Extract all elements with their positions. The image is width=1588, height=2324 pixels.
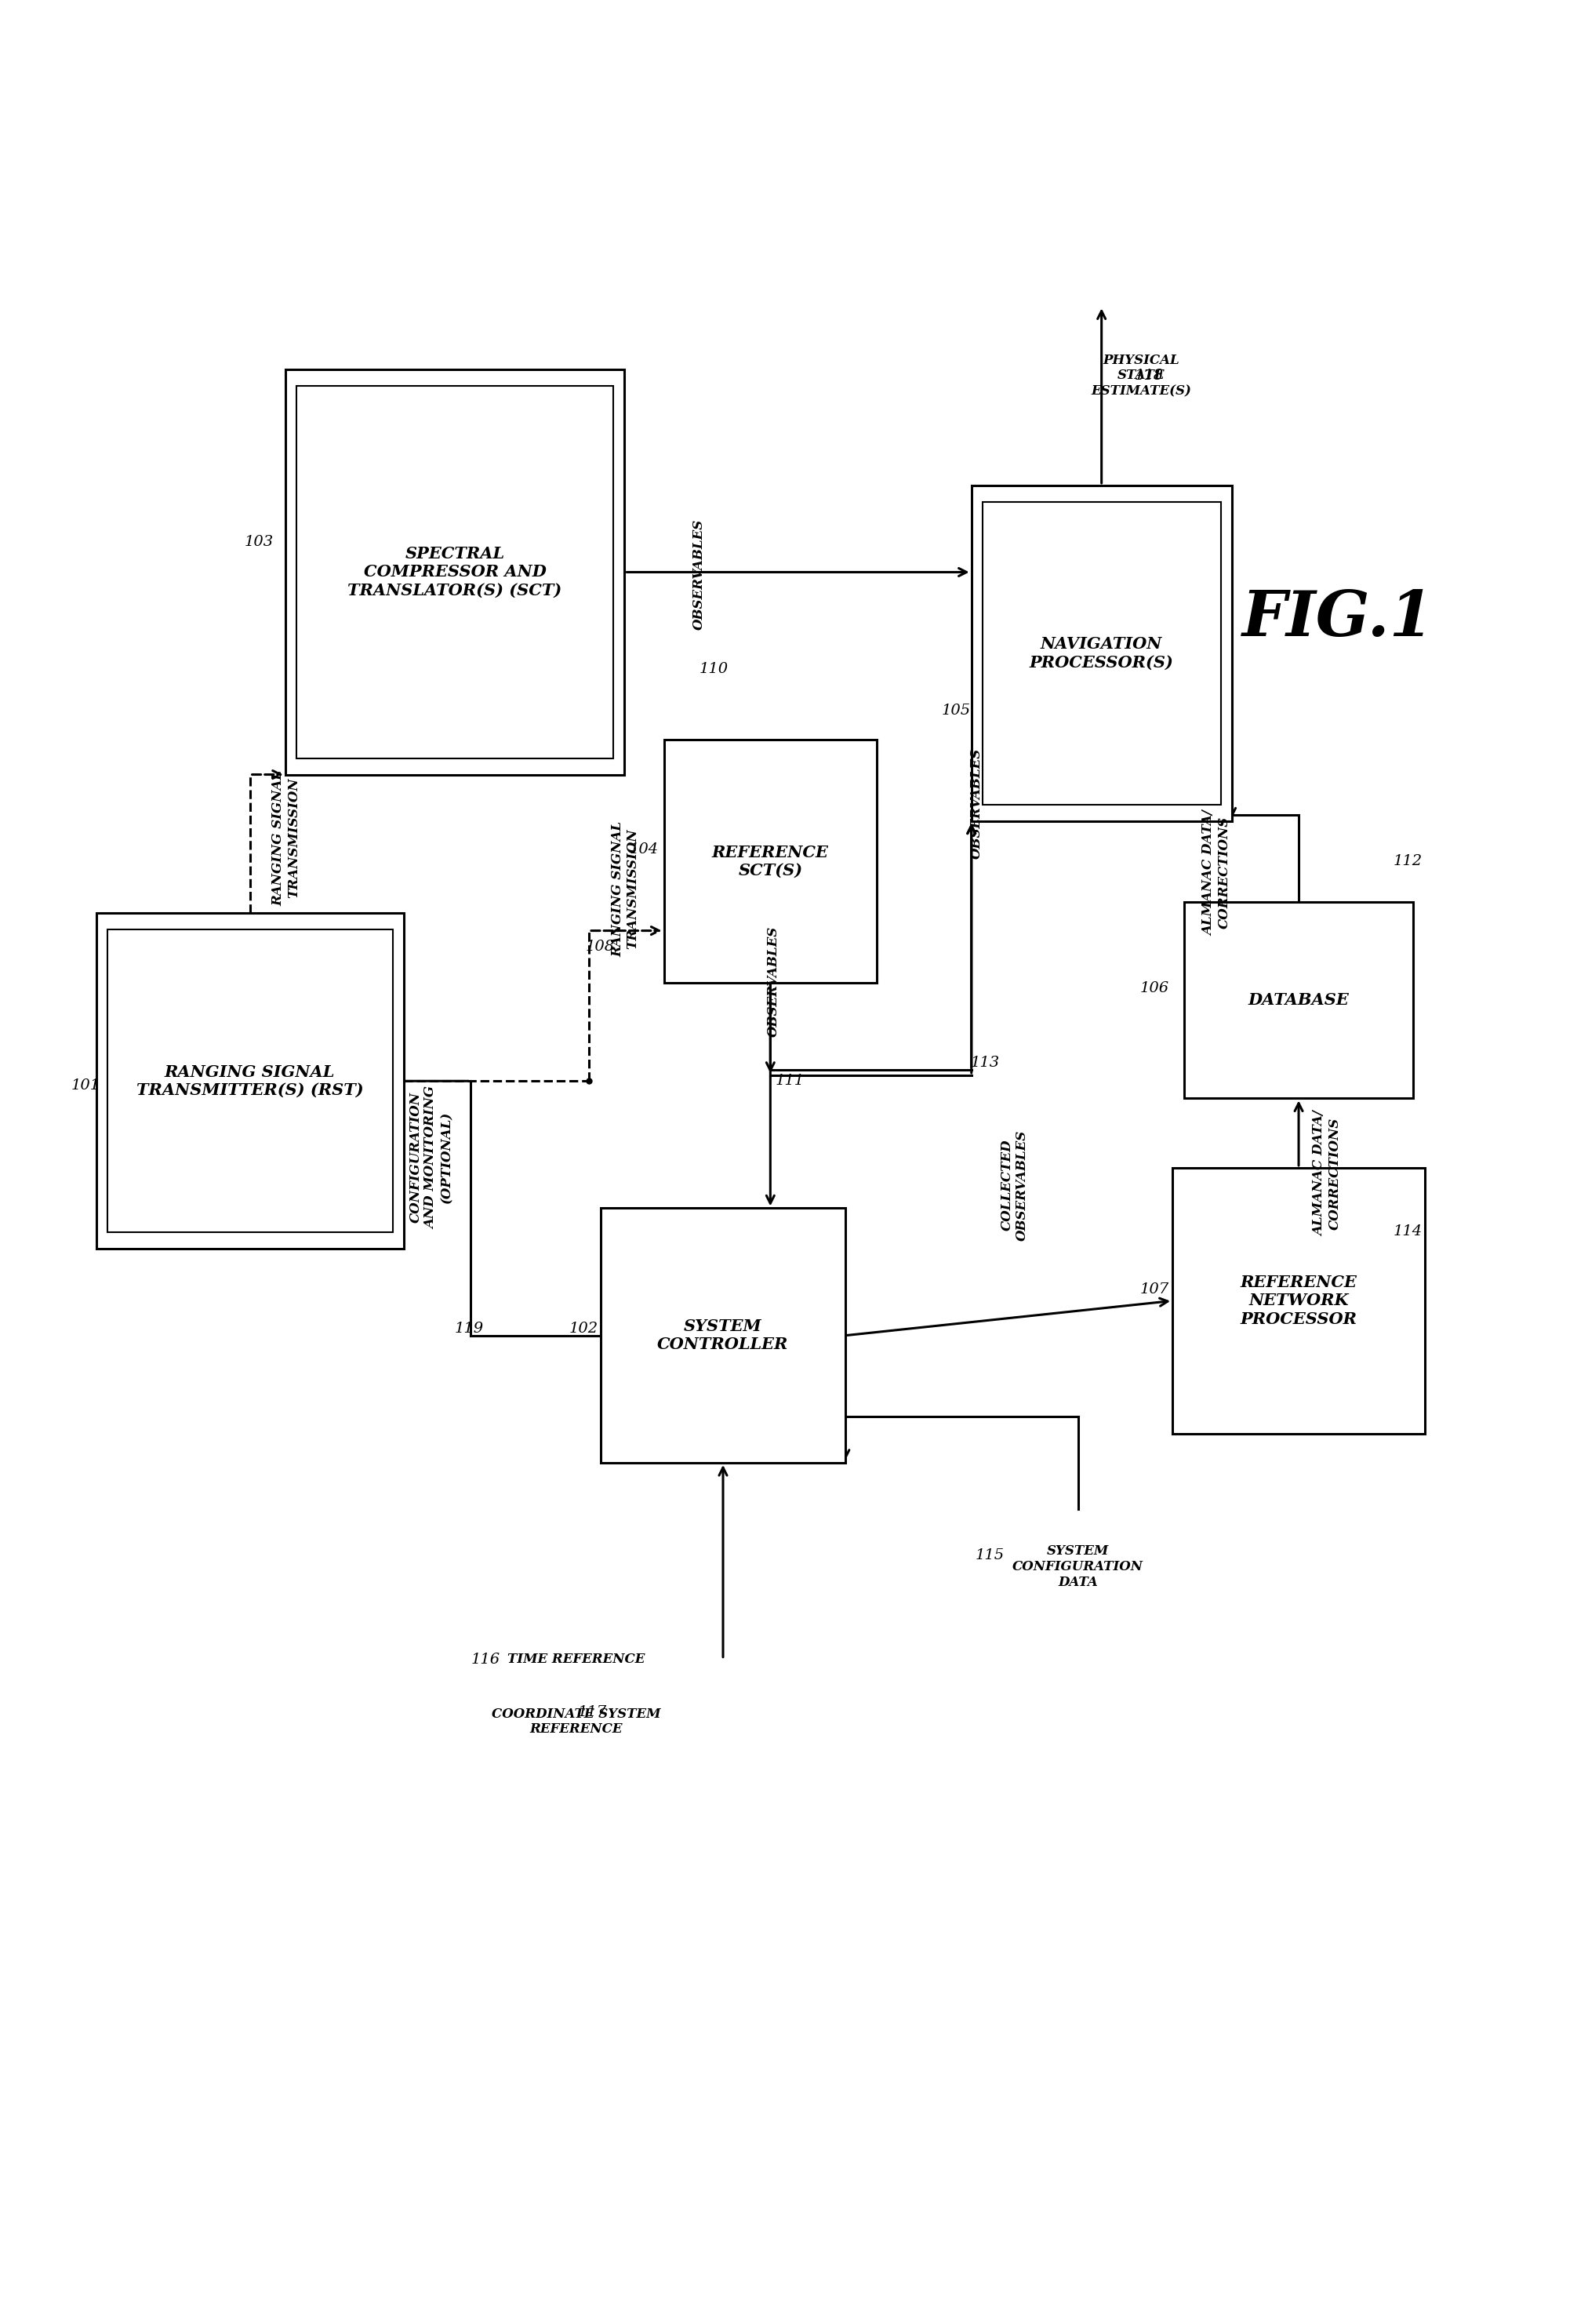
Text: PHYSICAL
STATE
ESTIMATE(S): PHYSICAL STATE ESTIMATE(S) [1091,353,1191,397]
FancyBboxPatch shape [97,913,403,1248]
FancyBboxPatch shape [972,486,1232,820]
Text: ALMANAC DATA/
CORRECTIONS: ALMANAC DATA/ CORRECTIONS [1313,1111,1342,1236]
Text: FIG.1: FIG.1 [1242,588,1434,648]
Text: TIME REFERENCE: TIME REFERENCE [508,1652,645,1666]
Text: 101: 101 [71,1078,100,1092]
Text: RANGING SIGNAL
TRANSMISSION: RANGING SIGNAL TRANSMISSION [611,820,640,957]
Text: SYSTEM
CONTROLLER: SYSTEM CONTROLLER [657,1318,789,1353]
FancyBboxPatch shape [286,370,624,774]
Text: RANGING SIGNAL
TRANSMISSION: RANGING SIGNAL TRANSMISSION [272,769,300,906]
Text: SYSTEM
CONFIGURATION
DATA: SYSTEM CONFIGURATION DATA [1013,1545,1143,1590]
Text: NAVIGATION
PROCESSOR(S): NAVIGATION PROCESSOR(S) [1029,637,1174,669]
Text: 106: 106 [1140,981,1169,995]
Text: 102: 102 [570,1322,599,1336]
Text: ALMANAC DATA/
CORRECTIONS: ALMANAC DATA/ CORRECTIONS [1202,811,1231,937]
FancyBboxPatch shape [664,739,877,983]
Text: 104: 104 [629,844,659,858]
Text: 112: 112 [1393,855,1423,869]
Text: 103: 103 [245,535,273,548]
FancyBboxPatch shape [600,1208,845,1462]
Text: 111: 111 [775,1074,804,1088]
Text: 118: 118 [1135,370,1164,383]
Text: 114: 114 [1393,1225,1423,1239]
Text: OBSERVABLES: OBSERVABLES [970,748,983,860]
Text: 119: 119 [454,1322,484,1336]
Text: OBSERVABLES: OBSERVABLES [692,518,707,630]
Text: SPECTRAL
COMPRESSOR AND
TRANSLATOR(S) (SCT): SPECTRAL COMPRESSOR AND TRANSLATOR(S) (S… [348,546,562,597]
Text: COLLECTED
OBSERVABLES: COLLECTED OBSERVABLES [1000,1129,1029,1241]
Text: 117: 117 [578,1706,607,1720]
Text: 107: 107 [1140,1283,1169,1297]
Text: 110: 110 [699,662,729,676]
Text: CONFIGURATION
AND MONITORING
(OPTIONAL): CONFIGURATION AND MONITORING (OPTIONAL) [410,1085,453,1229]
Text: 115: 115 [975,1548,1005,1562]
Text: 113: 113 [970,1055,1000,1069]
Text: COORDINATE SYSTEM
REFERENCE: COORDINATE SYSTEM REFERENCE [492,1708,661,1736]
FancyBboxPatch shape [1185,902,1413,1099]
Text: 108: 108 [586,939,615,953]
Text: OBSERVABLES: OBSERVABLES [767,927,780,1037]
Text: DATABASE: DATABASE [1248,992,1350,1009]
Text: REFERENCE
SCT(S): REFERENCE SCT(S) [711,844,829,878]
Text: REFERENCE
NETWORK
PROCESSOR: REFERENCE NETWORK PROCESSOR [1240,1276,1358,1327]
FancyBboxPatch shape [1172,1167,1424,1434]
Text: 116: 116 [470,1652,500,1666]
Text: RANGING SIGNAL
TRANSMITTER(S) (RST): RANGING SIGNAL TRANSMITTER(S) (RST) [137,1064,364,1097]
Text: 105: 105 [942,704,970,718]
